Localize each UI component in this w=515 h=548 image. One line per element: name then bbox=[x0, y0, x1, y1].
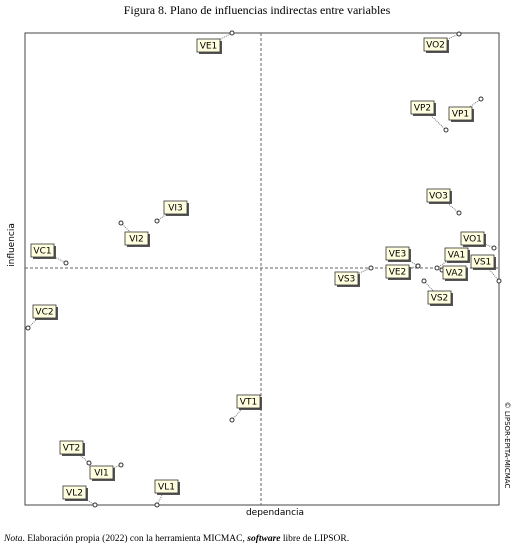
node-label: VE2 bbox=[389, 268, 407, 278]
label-box bbox=[426, 188, 451, 203]
leader-line bbox=[156, 486, 167, 506]
label-box bbox=[442, 265, 467, 280]
point bbox=[63, 260, 69, 266]
point bbox=[443, 127, 449, 133]
node-label: VI3 bbox=[168, 204, 183, 214]
point bbox=[421, 278, 427, 284]
point bbox=[154, 218, 160, 224]
point bbox=[434, 265, 440, 271]
node-label: VI2 bbox=[129, 235, 144, 245]
point bbox=[456, 31, 462, 37]
point bbox=[491, 245, 497, 251]
label-box bbox=[427, 290, 452, 305]
point bbox=[415, 263, 421, 269]
label-box bbox=[334, 271, 359, 286]
plot-frame bbox=[24, 32, 500, 506]
nodes: VE1 VO2 VP2 VP1 VO3 VI3 VI2 VC1 VE3 VE2 VS3 VA1 VO1 V… bbox=[25, 30, 502, 508]
label-box bbox=[460, 231, 485, 246]
node-label: VO3 bbox=[429, 192, 448, 202]
node-label: VO1 bbox=[463, 235, 482, 245]
label-box bbox=[410, 100, 435, 115]
note: Nota. Elaboración propia (2022) con la h… bbox=[3, 533, 349, 544]
node-label: VC2 bbox=[35, 308, 53, 318]
node-label: VI1 bbox=[94, 469, 109, 479]
label-box bbox=[163, 200, 188, 215]
node-label: VS2 bbox=[431, 294, 449, 304]
node-label: VC1 bbox=[33, 247, 51, 257]
label-box bbox=[448, 106, 473, 121]
point bbox=[92, 502, 98, 508]
point bbox=[118, 462, 124, 468]
label-box bbox=[154, 479, 179, 494]
point bbox=[456, 210, 462, 216]
label-box bbox=[196, 38, 221, 53]
node-label: VL1 bbox=[158, 483, 175, 493]
y-axis-label: influencia bbox=[7, 223, 17, 267]
label-box bbox=[470, 254, 495, 269]
node-label: VT2 bbox=[63, 444, 80, 454]
label-box bbox=[385, 246, 410, 261]
point bbox=[368, 265, 374, 271]
note-text: . Elaboración propia (2022) con la herra… bbox=[22, 533, 247, 544]
point bbox=[229, 30, 235, 36]
node-label: VO2 bbox=[426, 41, 445, 51]
node-label: VS3 bbox=[338, 275, 356, 285]
node-label: VT1 bbox=[240, 398, 257, 408]
label-box bbox=[30, 243, 55, 258]
point bbox=[478, 96, 484, 102]
label-box bbox=[32, 304, 57, 319]
node-label: VE1 bbox=[200, 42, 218, 52]
node-label: VS1 bbox=[474, 258, 492, 268]
node-label: VE3 bbox=[389, 250, 407, 260]
point bbox=[25, 325, 31, 331]
point bbox=[118, 220, 124, 226]
node-label: VA2 bbox=[446, 269, 463, 279]
point bbox=[86, 460, 92, 466]
leader-line bbox=[482, 261, 500, 282]
node-label: VP1 bbox=[452, 110, 469, 120]
label-box bbox=[423, 37, 448, 52]
note-lead: Nota bbox=[3, 534, 23, 544]
point bbox=[496, 278, 502, 284]
point bbox=[154, 502, 160, 508]
label-box bbox=[385, 264, 410, 279]
x-axis-label: dependancia bbox=[246, 508, 304, 518]
label-box bbox=[59, 440, 84, 455]
label-box bbox=[444, 247, 469, 262]
leader-line bbox=[422, 107, 447, 131]
title: Figura 8. Plano de influencias indirecta… bbox=[124, 3, 391, 17]
label-box bbox=[62, 485, 87, 500]
node-label: VP2 bbox=[414, 104, 431, 114]
node-label: VA1 bbox=[448, 251, 465, 261]
label-box bbox=[89, 465, 114, 480]
watermark: © LIPSOR-EPITA-MICMAC bbox=[503, 402, 511, 489]
note-emph: software bbox=[246, 534, 281, 544]
node-label: VL2 bbox=[66, 489, 83, 499]
point bbox=[229, 417, 235, 423]
label-box bbox=[236, 394, 261, 409]
label-box bbox=[124, 231, 149, 246]
note-text: libre de LIPSOR. bbox=[281, 534, 350, 544]
